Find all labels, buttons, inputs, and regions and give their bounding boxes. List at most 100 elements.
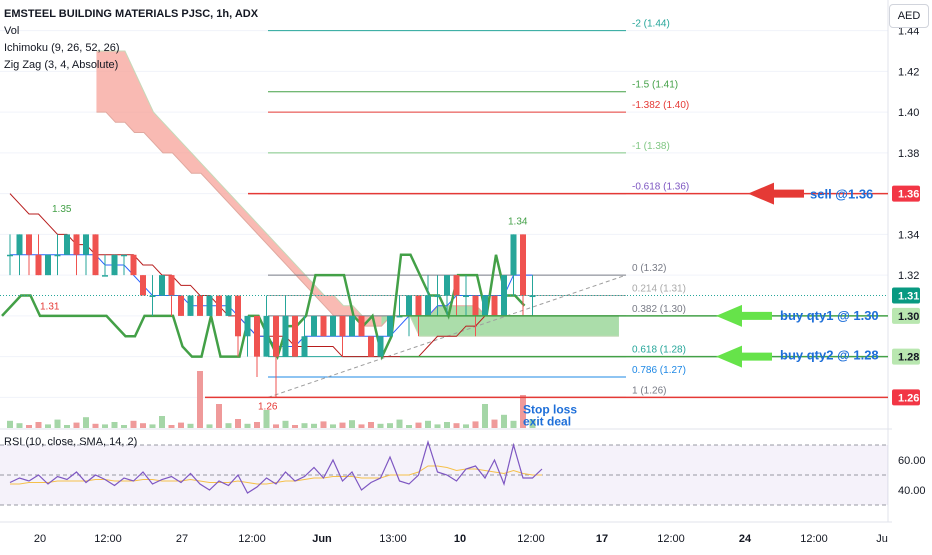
- fib-level-label: 0.618 (1.28): [632, 345, 686, 356]
- volume-bar: [187, 423, 194, 428]
- volume-bar: [45, 424, 51, 428]
- price-label: 1.31: [898, 291, 919, 303]
- candle-body: [254, 315, 260, 357]
- zigzag-label: 1.26: [258, 401, 278, 412]
- rsi-sma-line: [10, 465, 542, 485]
- candle-body: [187, 295, 194, 316]
- candle-body: [425, 295, 431, 316]
- candle-body: [130, 254, 137, 276]
- candle-body: [415, 295, 422, 316]
- volume-bar: [235, 419, 241, 428]
- candle-body: [434, 295, 441, 298]
- candle-body: [491, 295, 498, 316]
- candle-body: [73, 234, 80, 255]
- volume-bar: [349, 420, 355, 428]
- price-label: 1.28: [898, 352, 919, 364]
- ichimoku-cloud-bearish: [96, 50, 382, 327]
- sell-annotation: sell @1.36: [810, 187, 873, 202]
- candle-body: [406, 295, 412, 316]
- volume-bar: [501, 414, 507, 428]
- sell-arrow: [748, 182, 804, 205]
- exit-deal-annotation: exit deal: [523, 414, 571, 428]
- volume-bar: [16, 423, 23, 428]
- volume-bar: [311, 423, 317, 428]
- volume-bar: [529, 419, 536, 428]
- candle-body: [377, 336, 384, 357]
- fib-level-label: -0.618 (1.36): [632, 182, 689, 193]
- symbol-title[interactable]: EMSTEEL BUILDING MATERIALS PJSC, 1h, ADX: [4, 8, 259, 20]
- candle-body: [263, 315, 270, 357]
- candle-body: [54, 254, 61, 257]
- time-tick-label: 10: [454, 533, 466, 545]
- price-label-bg: [892, 389, 920, 406]
- candle-body: [83, 234, 89, 255]
- candle-body: [121, 254, 127, 257]
- time-tick-label: 12:00: [238, 533, 266, 545]
- time-tick-label: 24: [739, 533, 752, 545]
- rsi-indicator-label[interactable]: RSI (10, close, SMA, 14, 2): [4, 436, 138, 448]
- volume-bar: [453, 423, 460, 428]
- vol-indicator-label[interactable]: Vol: [4, 25, 20, 37]
- volume-bar: [339, 422, 346, 428]
- price-label: 1.26: [898, 392, 919, 404]
- candle-body: [45, 254, 51, 276]
- zigzag-label: 1.31: [40, 302, 60, 313]
- candle-body: [197, 295, 203, 316]
- fib-level-label: 0.382 (1.30): [632, 304, 686, 315]
- volume-bar: [406, 425, 412, 428]
- candle-body: [168, 275, 175, 296]
- price-tick-label: 1.42: [898, 66, 919, 78]
- volume-bar: [102, 424, 108, 428]
- volume-bar: [244, 423, 251, 428]
- candle-body: [510, 234, 517, 276]
- candle-body: [140, 275, 146, 296]
- zigzag-indicator-label[interactable]: Zig Zag (3, 4, Absolute): [4, 59, 119, 71]
- candle-body: [368, 336, 374, 357]
- candle-body: [482, 295, 488, 316]
- volume-bar: [368, 422, 374, 428]
- volume-bar: [159, 416, 165, 428]
- volume-bar: [444, 422, 450, 428]
- zigzag-label: 1.34: [508, 216, 528, 227]
- candle-body: [273, 315, 279, 357]
- candle-body: [159, 275, 165, 296]
- fib-level-label: -2 (1.44): [632, 19, 670, 30]
- candle-body: [529, 295, 536, 298]
- volume-bar: [7, 420, 13, 428]
- price-tick-label: 1.38: [898, 148, 919, 160]
- ichimoku-indicator-label[interactable]: Ichimoku (9, 26, 52, 26): [4, 42, 120, 54]
- volume-bar: [282, 420, 289, 428]
- buy1-annotation: buy qty1 @ 1.30: [780, 308, 879, 323]
- candle-body: [16, 234, 23, 255]
- time-tick-label: 13:00: [379, 533, 407, 545]
- time-tick-label: 20: [34, 533, 46, 545]
- volume-bar: [510, 420, 517, 428]
- candle-body: [520, 234, 526, 296]
- chart-legend: EMSTEEL BUILDING MATERIALS PJSC, 1h, ADX…: [4, 6, 258, 74]
- volume-bar: [168, 425, 175, 428]
- fib-level-label: 0 (1.32): [632, 263, 666, 274]
- currency-button[interactable]: AED: [889, 4, 929, 28]
- fib-level-label: 1 (1.26): [632, 385, 666, 396]
- volume-bar: [463, 424, 469, 428]
- candle-body: [339, 315, 346, 337]
- time-tick-label: 12:00: [800, 533, 828, 545]
- price-label-bg: [892, 185, 920, 202]
- price-tick-label: 1.40: [898, 107, 919, 119]
- price-label-bg: [892, 287, 920, 304]
- volume-bar: [358, 424, 365, 428]
- volume-bar: [140, 423, 146, 428]
- stop-loss-annotation: Stop loss: [523, 402, 577, 416]
- candle-body: [64, 234, 70, 255]
- volume-bar: [35, 422, 42, 428]
- volume-bar: [197, 371, 203, 428]
- price-label-bg: [892, 348, 920, 365]
- volume-bar: [491, 419, 498, 428]
- candle-body: [149, 295, 156, 298]
- price-label-bg: [892, 307, 920, 324]
- volume-bar: [482, 404, 488, 428]
- candle-body: [225, 295, 232, 316]
- volume-bar: [292, 425, 298, 428]
